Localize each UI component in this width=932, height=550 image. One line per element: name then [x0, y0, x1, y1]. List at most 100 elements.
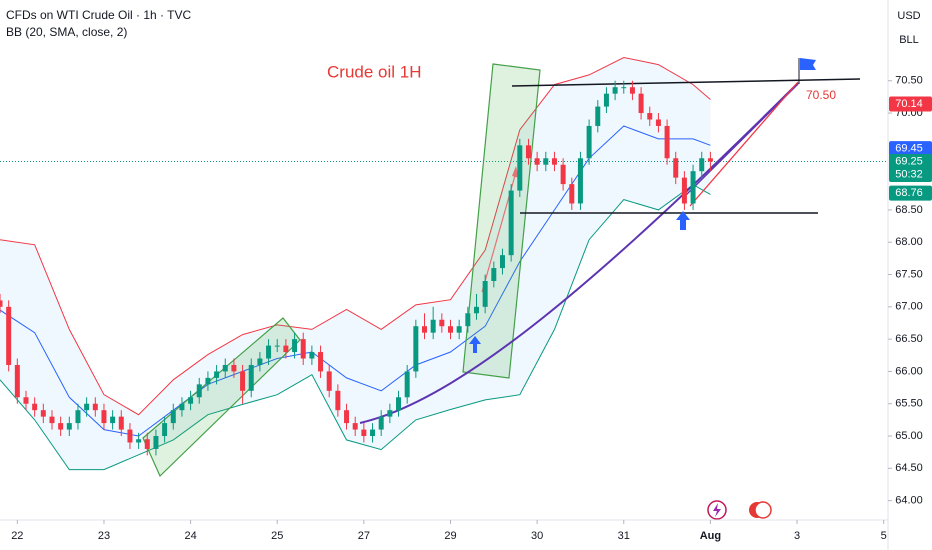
candle-body — [699, 158, 705, 172]
candle-body — [422, 326, 428, 333]
candle-body — [84, 403, 90, 411]
candle-body — [413, 326, 419, 372]
labels: CFDs on WTI Crude Oil · 1h · TVC BB (20,… — [6, 8, 191, 39]
x-tick-label: 31 — [618, 530, 630, 542]
up-arrow — [469, 336, 481, 353]
candle-body — [499, 255, 505, 269]
candle-body — [196, 384, 202, 398]
y-tick-label: 65.50 — [895, 398, 923, 410]
candle-body — [23, 397, 29, 404]
trend-curve — [359, 82, 799, 424]
price-axis-panel — [888, 0, 932, 550]
candle-body — [629, 87, 635, 94]
candle-body — [170, 410, 176, 424]
y-tick-label: 67.50 — [895, 268, 923, 280]
candle-body — [707, 158, 713, 162]
candle-body — [447, 326, 453, 333]
price-tag — [889, 185, 932, 201]
candle-body — [162, 423, 168, 437]
candle-body — [396, 397, 402, 411]
candle-body — [101, 410, 107, 424]
candle-body — [673, 158, 679, 178]
price-tag — [889, 141, 932, 157]
flag — [800, 58, 816, 70]
candle-body — [266, 345, 272, 359]
candle-body — [274, 345, 280, 347]
unit: BLL — [899, 34, 919, 46]
countdown: 50:32 — [895, 168, 923, 180]
channel-box — [142, 317, 301, 478]
candle-body — [603, 93, 609, 107]
candle-body — [66, 423, 72, 430]
y-tick-label: 64.00 — [895, 495, 923, 507]
candle-body — [612, 87, 618, 94]
x-tick-label: 24 — [184, 530, 196, 542]
candle-body — [473, 306, 479, 314]
candle-body — [214, 371, 220, 378]
candle-body — [0, 300, 3, 307]
candle-body — [283, 345, 289, 353]
y-tick-label: 68.50 — [895, 204, 923, 216]
candle-body — [482, 280, 488, 307]
event-icon-bolt — [713, 503, 721, 517]
price-tag-label: 68.76 — [895, 187, 923, 199]
candle-body — [6, 306, 12, 365]
candle-body — [292, 339, 298, 353]
candle-body — [326, 371, 332, 391]
candle-body — [118, 416, 124, 430]
candle-body — [378, 416, 384, 430]
candle-body — [257, 358, 263, 365]
candle-body — [491, 268, 497, 281]
candle-body — [664, 125, 670, 159]
candle-body — [621, 87, 627, 89]
candle-body — [335, 390, 341, 411]
candle-body — [387, 410, 393, 417]
arrow-head — [512, 166, 519, 178]
y-tick-label: 64.50 — [895, 462, 923, 474]
price-tag-label: 69.25 — [895, 155, 923, 167]
candle-body — [248, 364, 254, 391]
y-tick-label: 68.00 — [895, 236, 923, 248]
candle-body — [655, 119, 661, 126]
candle-body — [179, 403, 185, 411]
candle-body — [231, 364, 237, 372]
candle-body — [595, 106, 601, 126]
trend-line — [689, 81, 799, 207]
candle-body — [240, 371, 246, 391]
candle-body — [586, 125, 592, 159]
candle-body — [136, 439, 142, 443]
candle-body — [92, 403, 98, 411]
candle-body — [309, 352, 315, 359]
annotation: Crude oil 1H — [327, 62, 422, 81]
x-tick-label: 22 — [11, 530, 23, 542]
band-lower — [0, 184, 711, 471]
x-tick-label: 23 — [98, 530, 110, 542]
candle-body — [517, 145, 523, 191]
candle-body — [49, 416, 55, 424]
y-tick-label: 67.00 — [895, 301, 923, 313]
candle-body — [690, 171, 696, 204]
annotation: 70.50 — [806, 88, 836, 102]
candle-body — [508, 190, 514, 256]
candle-body — [430, 319, 436, 333]
x-tick-label: 5 — [881, 530, 887, 542]
resistance-line — [511, 78, 861, 87]
x-tick-label: 3 — [794, 530, 800, 542]
candle-body — [543, 158, 549, 165]
bollinger-bands — [0, 56, 888, 471]
indicator-label: BB (20, SMA, close, 2) — [6, 25, 127, 39]
candle-body — [525, 145, 531, 159]
candle-body — [205, 377, 211, 385]
time-axis-panel — [0, 520, 888, 550]
candle-body — [465, 313, 471, 327]
y-tick-label: 66.00 — [895, 365, 923, 377]
candle-body — [577, 158, 583, 204]
candle-body — [153, 436, 159, 449]
candle-body — [144, 439, 150, 449]
candles — [0, 80, 713, 456]
candle-body — [14, 364, 20, 398]
candle-body — [75, 410, 81, 424]
candle-body — [352, 423, 358, 430]
candle-body — [127, 429, 133, 443]
